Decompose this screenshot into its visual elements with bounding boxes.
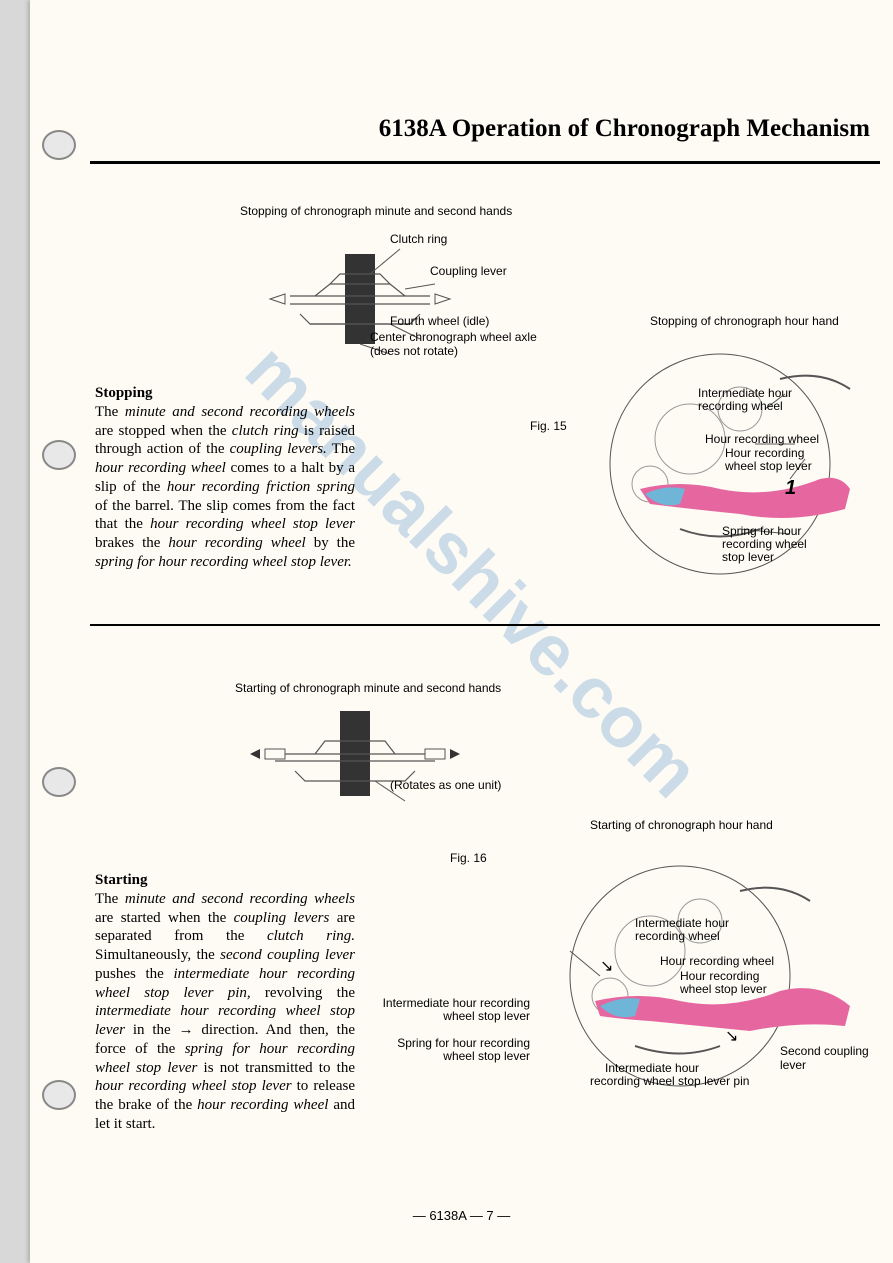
label-hour-stop-2: wheel stop lever <box>725 459 812 473</box>
label-start-spring1: Spring for hour recording <box>380 1036 530 1050</box>
starting-heading: Starting <box>95 872 148 888</box>
section-starting: Starting of chronograph minute and secon… <box>90 626 880 1186</box>
binder-hole <box>42 440 76 470</box>
svg-text:1: 1 <box>785 477 796 499</box>
label-coupling-lever: Coupling lever <box>430 264 507 278</box>
label-hour-rec-wheel: Hour recording wheel <box>705 432 819 446</box>
label-start-hrs2: wheel stop lever <box>680 982 767 996</box>
starting-text: Starting The minute and second recording… <box>95 871 355 1134</box>
caption-stopping-top: Stopping of chronograph minute and secon… <box>240 204 512 218</box>
label-start-spring2: wheel stop lever <box>380 1049 530 1063</box>
label-rotates: (Rotates as one unit) <box>390 778 501 792</box>
binder-hole <box>42 1080 76 1110</box>
label-start-interpin1: Intermediate hour <box>605 1061 699 1075</box>
caption-starting-right: Starting of chronograph hour hand <box>590 818 773 832</box>
binder-hole <box>42 130 76 160</box>
section-stopping: Stopping of chronograph minute and secon… <box>90 164 880 604</box>
label-center-axle-2: (does not rotate) <box>370 344 458 358</box>
label-start-interstop1: Intermediate hour recording <box>370 996 530 1010</box>
page-footer: — 6138A — 7 — <box>30 1208 893 1223</box>
label-start-interstop2: wheel stop lever <box>370 1009 530 1023</box>
fig16-label: Fig. 16 <box>450 851 487 865</box>
fig15-label: Fig. 15 <box>530 419 567 433</box>
label-inter-hour-2: recording wheel <box>698 399 783 413</box>
label-spring-3: stop lever <box>722 550 774 564</box>
label-start-inter-2: recording wheel <box>635 929 720 943</box>
content-area: 6138A Operation of Chronograph Mechanism… <box>90 115 880 1186</box>
label-hour-stop-1: Hour recording <box>725 446 804 460</box>
label-start-interpin2: recording wheel stop lever pin <box>590 1074 749 1088</box>
label-fourth-wheel: Fourth wheel (idle) <box>390 314 489 328</box>
stopping-heading: Stopping <box>95 385 153 401</box>
label-start-hrs1: Hour recording <box>680 969 759 983</box>
label-spring-2: recording wheel <box>722 537 807 551</box>
page-title: 6138A Operation of Chronograph Mechanism <box>90 115 880 164</box>
label-spring-1: Spring for hour <box>722 524 801 538</box>
label-start-second-coupling: Second coupling lever <box>780 1044 880 1072</box>
caption-starting-top: Starting of chronograph minute and secon… <box>235 681 501 695</box>
page: manualshive.com 6138A Operation of Chron… <box>30 0 893 1263</box>
label-start-hrw: Hour recording wheel <box>660 954 774 968</box>
svg-text:↘: ↘ <box>725 1028 738 1045</box>
binder-hole <box>42 767 76 797</box>
label-start-inter-1: Intermediate hour <box>635 916 729 930</box>
svg-text:↘: ↘ <box>600 958 613 975</box>
caption-stopping-right: Stopping of chronograph hour hand <box>650 314 839 328</box>
label-clutch-ring: Clutch ring <box>390 232 447 246</box>
label-center-axle-1: Center chronograph wheel axle <box>370 330 537 344</box>
label-inter-hour-1: Intermediate hour <box>698 386 792 400</box>
stopping-text: Stopping The minute and second recording… <box>95 384 355 572</box>
